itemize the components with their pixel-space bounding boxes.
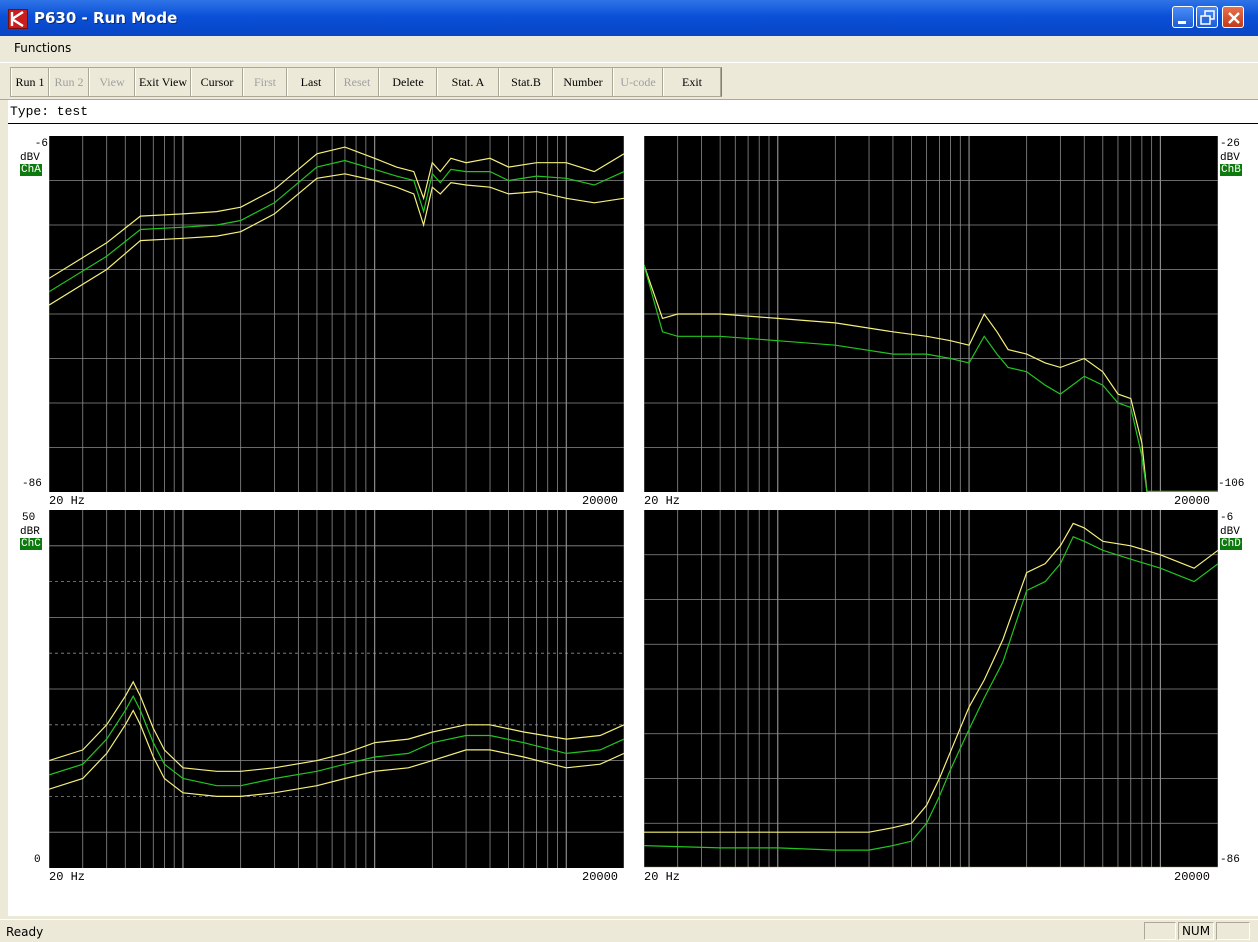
- plot-c-series-1: [49, 694, 624, 787]
- plot-d-ymin: -86: [1220, 854, 1240, 866]
- plot-b[interactable]: [644, 136, 1218, 492]
- plot-a-series-0: [49, 146, 624, 279]
- plot-b-unit: dBV: [1220, 152, 1240, 164]
- plot-a-ymax: -6: [34, 138, 48, 150]
- plot-b-series-0: [644, 264, 1218, 492]
- plot-d-unit: dBV: [1220, 526, 1240, 538]
- plot-d-xmax: 20000: [1174, 870, 1211, 884]
- window-title: P630 - Run Mode: [34, 9, 178, 27]
- plot-c-channel-tag: ChC: [20, 538, 42, 550]
- plot-area: -6 dBV ChA -86 20 Hz 20000 -26 dBV ChB -…: [8, 124, 1258, 916]
- toolbar: Run 1 Run 2 View Exit View Cursor First Last Re…: [0, 62, 1258, 100]
- plot-d[interactable]: [644, 510, 1218, 868]
- plot-b-series-1: [644, 264, 1218, 492]
- plot-a-xmin: 20 Hz: [49, 494, 86, 508]
- toolbar-button-view[interactable]: View: [89, 68, 135, 96]
- plot-c-ymax: 50: [22, 512, 36, 524]
- plot-a-series-1: [49, 159, 624, 293]
- info-bar: Type: test: [8, 100, 1258, 124]
- plot-d-ymax: -6: [1220, 512, 1234, 524]
- toolbar-button-exit[interactable]: Exit: [663, 68, 721, 96]
- toolbar-button-delete[interactable]: Delete: [379, 68, 437, 96]
- menu-functions[interactable]: Functions: [14, 41, 72, 55]
- status-panel-scrl: [1216, 922, 1250, 940]
- plot-a-unit: dBV: [20, 152, 40, 164]
- plot-a[interactable]: [49, 136, 624, 492]
- plot-c-unit: dBR: [20, 526, 40, 538]
- toolbar-button-stat-a[interactable]: Stat. A: [437, 68, 499, 96]
- plot-b-xmin: 20 Hz: [644, 494, 681, 508]
- toolbar-button-stat-b[interactable]: Stat.B: [499, 68, 553, 96]
- plot-c-series-2: [49, 709, 624, 797]
- type-label: Type: test: [10, 104, 89, 119]
- close-button[interactable]: [1222, 6, 1244, 28]
- menu-bar: Functions: [0, 36, 1258, 60]
- plot-d-series-1: [644, 536, 1218, 851]
- plot-c-ymin: 0: [34, 854, 41, 866]
- toolbar-button-group: Run 1 Run 2 View Exit View Cursor First Last Re…: [10, 67, 722, 97]
- title-bar: P630 - Run Mode: [0, 0, 1258, 37]
- toolbar-button-first[interactable]: First: [243, 68, 287, 96]
- toolbar-button-reset[interactable]: Reset: [335, 68, 379, 96]
- toolbar-button-last[interactable]: Last: [287, 68, 335, 96]
- minimize-button[interactable]: [1172, 6, 1194, 28]
- plot-d-series-0: [644, 522, 1218, 833]
- plot-a-channel-tag: ChA: [20, 164, 42, 176]
- plot-a-xmax: 20000: [582, 494, 619, 508]
- plot-c-xmin: 20 Hz: [49, 870, 86, 884]
- plot-a-svg: [49, 136, 624, 492]
- plot-a-series-2: [49, 173, 624, 306]
- plot-c-xmax: 20000: [582, 870, 619, 884]
- plot-b-svg: [644, 136, 1218, 492]
- toolbar-button-run-1[interactable]: Run 1: [11, 68, 49, 96]
- toolbar-button-run-2[interactable]: Run 2: [49, 68, 89, 96]
- plot-b-channel-tag: ChB: [1220, 164, 1242, 176]
- toolbar-button-u-code[interactable]: U-code: [613, 68, 663, 96]
- status-panel-num: NUM: [1178, 922, 1214, 940]
- toolbar-button-number[interactable]: Number: [553, 68, 613, 96]
- plot-b-ymax: -26: [1220, 138, 1240, 150]
- plot-d-svg: [644, 510, 1218, 868]
- plot-d-xmin: 20 Hz: [644, 870, 681, 884]
- plot-a-ymin: -86: [22, 478, 42, 490]
- plot-c-series-0: [49, 680, 624, 772]
- status-text: Ready: [6, 925, 44, 939]
- toolbar-button-exit-view[interactable]: Exit View: [135, 68, 191, 96]
- plot-c-svg: [49, 510, 624, 868]
- plot-b-ymin: -106: [1218, 478, 1245, 490]
- restore-button[interactable]: [1196, 6, 1218, 28]
- plot-c[interactable]: [49, 510, 624, 868]
- status-bar: Ready NUM: [0, 919, 1258, 942]
- toolbar-button-cursor[interactable]: Cursor: [191, 68, 243, 96]
- plot-b-xmax: 20000: [1174, 494, 1211, 508]
- app-logo-icon: [8, 9, 28, 29]
- plot-d-channel-tag: ChD: [1220, 538, 1242, 550]
- status-panel-caps: [1144, 922, 1176, 940]
